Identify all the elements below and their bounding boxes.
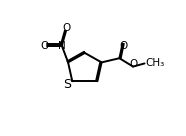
Text: O: O [119,41,127,51]
Text: O: O [40,41,49,51]
Text: CH₃: CH₃ [146,58,165,68]
Text: O: O [129,59,137,69]
Text: N: N [58,41,66,51]
Text: O: O [62,23,71,33]
Text: S: S [64,78,72,91]
